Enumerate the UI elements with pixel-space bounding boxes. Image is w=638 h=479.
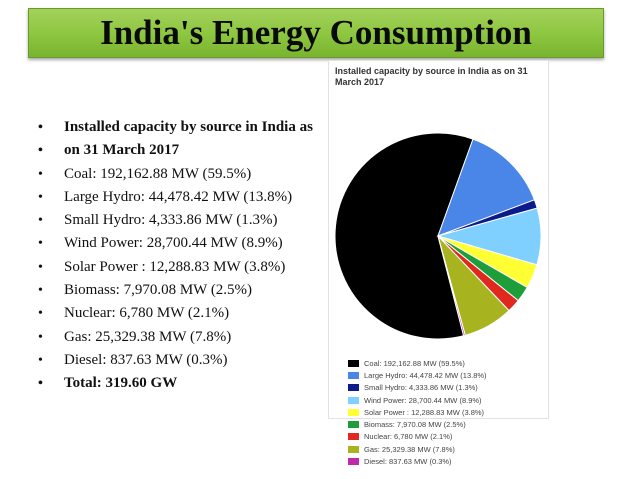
page-title: India's Energy Consumption (100, 13, 532, 52)
legend-swatch (348, 458, 359, 466)
legend-item: Nuclear: 6,780 MW (2.1%) (348, 431, 487, 443)
legend-swatch (348, 359, 359, 367)
legend-label: Diesel: 837.63 MW (0.3%) (364, 457, 452, 467)
chart-title: Installed capacity by source in India as… (335, 66, 528, 87)
bullet-text: Biomass: 7,970.08 MW (2.5%) (64, 282, 253, 299)
bullet-text: on 31 March 2017 (64, 142, 180, 159)
legend-swatch (348, 384, 359, 392)
legend-label: Nuclear: 6,780 MW (2.1%) (364, 432, 453, 442)
title-banner: India's Energy Consumption (28, 8, 604, 58)
bullet-dot: • (38, 166, 43, 182)
bullet-text: Small Hydro: 4,333.86 MW (1.3%) (64, 212, 278, 229)
bullet-text: Installed capacity by source in India as (64, 119, 313, 135)
bullet-item: • Total: 319.60 GW (38, 372, 338, 395)
bullet-dot: • (38, 189, 43, 205)
legend-swatch (348, 396, 359, 404)
legend-swatch (348, 408, 359, 416)
legend-label: Biomass: 7,970.08 MW (2.5%) (364, 420, 466, 430)
bullet-item: • Gas: 25,329.38 MW (7.8%) (38, 326, 338, 349)
bullet-text: Total: 319.60 GW (64, 375, 178, 392)
legend-item: Solar Power : 12,288.83 MW (3.8%) (348, 406, 487, 418)
bullet-dot: • (38, 376, 43, 392)
bullet-item: • Biomass: 7,970.08 MW (2.5%) (38, 279, 338, 302)
pie-slice-large-hydro (437, 138, 536, 237)
bullet-dot: • (38, 236, 43, 252)
legend-swatch (348, 371, 359, 379)
legend-item: Diesel: 837.63 MW (0.3%) (348, 455, 487, 467)
legend-label: Large Hydro: 44,478.42 MW (13.8%) (364, 370, 487, 380)
bullet-item: • Diesel: 837.63 MW (0.3%) (38, 349, 338, 372)
bullet-text: Large Hydro: 44,478.42 MW (13.8%) (64, 188, 293, 205)
legend-item: Gas: 25,329.38 MW (7.8%) (348, 443, 487, 455)
bullet-dot: • (38, 306, 43, 322)
bullet-text: Wind Power: 28,700.44 MW (8.9%) (64, 235, 283, 252)
legend-label: Small Hydro: 4,333.86 MW (1.3%) (364, 383, 478, 393)
bullet-item: • Solar Power : 12,288.83 MW (3.8%) (38, 256, 338, 279)
legend-label: Solar Power : 12,288.83 MW (3.8%) (364, 407, 485, 417)
legend-item: Coal: 192,162.88 MW (59.5%) (348, 357, 487, 369)
pie-chart (334, 132, 542, 340)
bullet-dot: • (38, 283, 43, 299)
bullet-item: • Nuclear: 6,780 MW (2.1%) (38, 302, 338, 325)
bullet-item: • Small Hydro: 4,333.86 MW (1.3%) (38, 209, 338, 232)
legend-swatch (348, 445, 359, 453)
bullet-text: Coal: 192,162.88 MW (59.5%) (64, 165, 252, 182)
bullet-text: Nuclear: 6,780 MW (2.1%) (64, 305, 230, 322)
bullet-dot: • (38, 352, 43, 368)
bullet-text: Gas: 25,329.38 MW (7.8%) (64, 328, 232, 345)
legend-item: Wind Power: 28,700.44 MW (8.9%) (348, 394, 487, 406)
legend-label: Gas: 25,329.38 MW (7.8%) (364, 444, 455, 454)
bullet-dot: • (38, 143, 43, 159)
chart-legend: Coal: 192,162.88 MW (59.5%) Large Hydro: … (348, 357, 487, 468)
legend-item: Biomass: 7,970.08 MW (2.5%) (348, 418, 487, 430)
bullet-dot: • (38, 213, 43, 229)
bullet-dot: • (38, 259, 43, 275)
legend-item: Large Hydro: 44,478.42 MW (13.8%) (348, 369, 487, 381)
legend-swatch (348, 433, 359, 441)
bullet-item: • Large Hydro: 44,478.42 MW (13.8%) (38, 186, 338, 209)
bullet-item: • Wind Power: 28,700.44 MW (8.9%) (38, 232, 338, 255)
bullet-item: • on 31 March 2017 (38, 139, 338, 162)
bullet-text: Solar Power : 12,288.83 MW (3.8%) (64, 258, 286, 275)
legend-swatch (348, 421, 359, 429)
bullet-list: • Installed capacity by source in India a… (38, 116, 338, 396)
pie-slice-coal (334, 132, 474, 340)
bullet-dot: • (38, 120, 43, 135)
legend-item: Small Hydro: 4,333.86 MW (1.3%) (348, 382, 487, 394)
bullet-item: • Installed capacity by source in India a… (38, 116, 338, 139)
bullet-text: Diesel: 837.63 MW (0.3%) (64, 351, 228, 368)
pie-chart-panel: Installed capacity by source in India as… (328, 60, 549, 466)
bullet-item: • Coal: 192,162.88 MW (59.5%) (38, 163, 338, 186)
legend-label: Wind Power: 28,700.44 MW (8.9%) (364, 395, 482, 405)
pie-slice-diesel (437, 235, 466, 337)
bullet-dot: • (38, 329, 43, 345)
legend-label: Coal: 192,162.88 MW (59.5%) (364, 358, 465, 368)
